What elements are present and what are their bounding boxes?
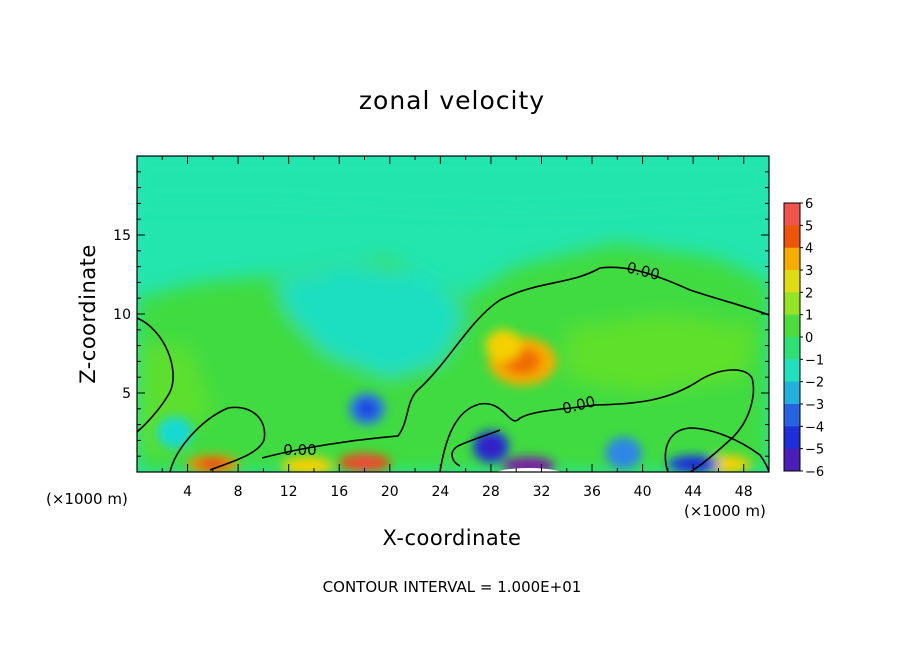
x-tick-label-8: 36 (583, 484, 601, 500)
field-broad-regions (137, 156, 769, 472)
colorbar-band-8 (784, 381, 800, 405)
y-tick-label-1: 10 (113, 307, 131, 323)
colorbar-label-10: −4 (805, 420, 824, 435)
field-feature-core-3 (198, 459, 228, 470)
x-tick-label-5: 24 (431, 484, 449, 500)
field-off-scale-patch (495, 468, 562, 472)
x-tick-label-2: 12 (280, 484, 298, 500)
contour-line-5 (451, 429, 501, 467)
x-tick-label-3: 16 (330, 484, 348, 500)
x-tick-label-11: 48 (735, 484, 753, 500)
region-lower-green (415, 393, 769, 441)
colorbar-label-3: 3 (805, 264, 813, 279)
colorbar-band-2 (784, 247, 800, 271)
x-tick-label-4: 20 (381, 484, 399, 500)
colorbar-band-1 (784, 225, 800, 249)
region-positive-right (566, 314, 757, 393)
contour-interval-note: CONTOUR INTERVAL = 1.000E+01 (322, 578, 582, 596)
field-feature-core-8 (481, 437, 501, 456)
x-tick-label-1: 8 (234, 484, 243, 500)
colorbar-label-8: −2 (805, 376, 824, 391)
colorbar-label-6: 0 (805, 331, 813, 346)
field-feature-11 (156, 416, 193, 449)
colorbar-label-0: 6 (805, 197, 813, 212)
x-tick-label-6: 28 (482, 484, 500, 500)
region-upper-band (137, 156, 769, 212)
x-unit-label-left: (×1000 m) (46, 490, 128, 508)
colorbar-label-1: 5 (805, 219, 813, 234)
x-tick-label-9: 40 (634, 484, 652, 500)
contour-line-2 (261, 266, 769, 459)
field-feature-core-7 (357, 400, 377, 418)
colorbar-label-2: 4 (805, 242, 813, 257)
velocity-field (137, 156, 769, 472)
y-tick-label-2: 15 (113, 228, 131, 244)
chart-title: zonal velocity (358, 86, 546, 115)
field-feature-1 (485, 329, 522, 362)
x-tick-label-10: 44 (684, 484, 702, 500)
contour-line-4 (664, 427, 769, 472)
colorbar-band-10 (784, 426, 800, 450)
contour-line-3 (439, 369, 755, 472)
colorbar-band-7 (784, 359, 800, 383)
colorbar-band-9 (784, 404, 800, 427)
colorbar-band-4 (784, 292, 800, 316)
field-feature-4 (281, 456, 334, 472)
field-features (156, 329, 751, 472)
contour-line-0 (137, 317, 174, 433)
colorbar-band-0 (784, 203, 800, 226)
contour-line-1 (169, 406, 266, 472)
colorbar-label-11: −5 (805, 443, 824, 458)
colorbar-label-9: −3 (805, 398, 824, 413)
region-positive-left (137, 345, 213, 457)
contour-label-1: 0.00 (283, 441, 316, 459)
colorbar-band-3 (784, 270, 800, 293)
field-feature-core-2 (350, 457, 379, 468)
colorbar-band-11 (784, 448, 800, 472)
x-axis-label: X-coordinate (382, 526, 522, 550)
colorbar-label-5: 1 (805, 309, 813, 324)
x-tick-label-7: 32 (533, 484, 551, 500)
field-feature-9 (605, 437, 642, 469)
colorbar: 6 5 4 3 2 1 0 −1 −2 −3 −4 −5 −6 (783, 197, 824, 480)
x-unit-label-right: (×1000 m) (684, 502, 766, 520)
colorbar-label-4: 2 (805, 286, 813, 301)
colorbar-band-5 (784, 314, 800, 338)
x-tick-label-0: 4 (183, 484, 192, 500)
colorbar-band-6 (784, 337, 800, 360)
region-cyan-mid (276, 266, 466, 378)
colorbar-label-7: −1 (805, 353, 824, 368)
y-axis-label: Z-coordinate (76, 244, 100, 384)
y-tick-label-0: 5 (122, 386, 131, 402)
colorbar-label-12: −6 (805, 465, 824, 480)
